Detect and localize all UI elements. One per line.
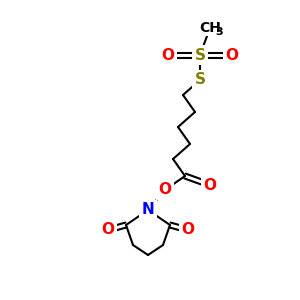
- Text: O: O: [158, 182, 172, 197]
- Text: N: N: [142, 202, 154, 217]
- Text: O: O: [182, 223, 194, 238]
- Text: O: O: [203, 178, 217, 193]
- Text: 3: 3: [215, 27, 223, 37]
- Text: O: O: [101, 223, 115, 238]
- Text: S: S: [194, 73, 206, 88]
- Text: CH: CH: [199, 21, 221, 35]
- Text: O: O: [226, 47, 238, 62]
- Text: O: O: [161, 47, 175, 62]
- Text: S: S: [194, 47, 206, 62]
